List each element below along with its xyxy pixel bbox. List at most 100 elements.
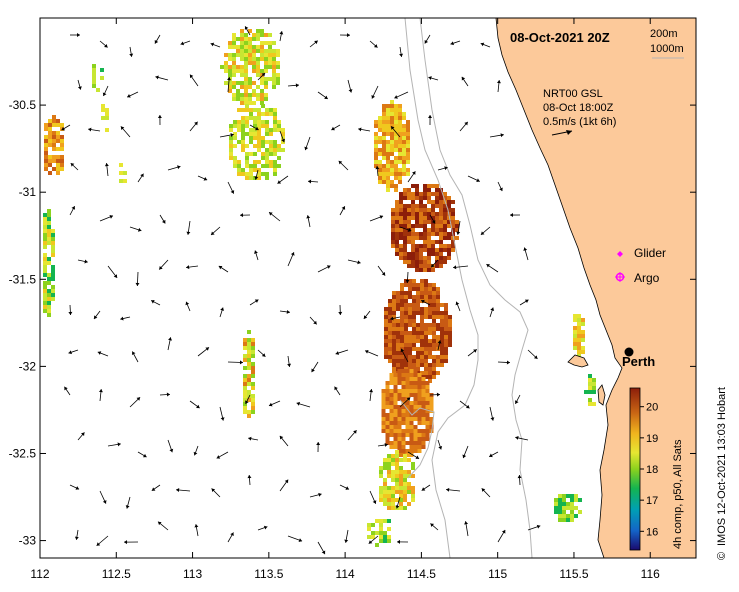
current-vector-arrow	[239, 213, 251, 218]
current-vector-arrow	[218, 265, 229, 273]
current-vector-arrow	[104, 163, 109, 177]
current-vector-arrow	[287, 355, 292, 367]
current-vector-arrow	[368, 535, 379, 544]
sst-patch	[44, 115, 64, 175]
current-vector-arrow	[316, 441, 321, 453]
current-source-label: NRT00 GSL	[543, 88, 603, 100]
current-vector-arrow	[180, 40, 191, 46]
current-vector-arrow	[497, 181, 503, 192]
current-vector-arrow	[363, 310, 371, 320]
current-vector-arrow	[405, 271, 410, 284]
current-vector-arrow	[107, 265, 118, 279]
garden-island	[597, 384, 606, 406]
y-tick-label: -32.5	[9, 446, 37, 460]
current-vector-arrow	[339, 33, 351, 38]
current-vector-arrow	[335, 349, 349, 355]
current-vector-arrow	[489, 406, 495, 421]
current-vector-arrow	[197, 347, 210, 357]
colorbar-tick-label: 20	[646, 402, 658, 414]
current-scale-label: 0.5m/s (1kt 6h)	[543, 116, 616, 128]
sst-patch	[119, 163, 127, 183]
credit-text: IMOS 12-Oct-2021 13:03 Hobart	[716, 387, 728, 546]
current-vector-arrow	[157, 521, 169, 531]
current-vector-arrow	[421, 484, 431, 491]
current-vector-arrow	[307, 179, 319, 184]
current-vector-arrow	[456, 220, 461, 235]
current-vector-arrow	[102, 85, 109, 97]
current-vector-arrow	[515, 435, 529, 441]
current-vector-arrow	[64, 386, 71, 396]
current-vector-arrow	[93, 310, 101, 320]
x-tick-label: 116	[641, 567, 660, 581]
current-vector-arrow	[371, 85, 379, 99]
sst-patch	[101, 104, 109, 132]
current-vector-arrow	[480, 42, 491, 48]
current-vector-arrow	[189, 121, 198, 132]
current-vector-arrow	[459, 121, 469, 132]
current-vector-arrow	[279, 130, 285, 143]
current-vector-arrow	[219, 406, 225, 421]
current-vector-arrow	[455, 301, 461, 312]
sst-patch	[92, 64, 104, 92]
sst-patch	[584, 374, 596, 406]
contour-label-200m: 200m	[650, 28, 678, 40]
sst-patch	[381, 369, 434, 457]
x-tick-label: 112	[30, 567, 49, 581]
current-vector-arrow	[279, 479, 289, 492]
current-vector-arrow	[70, 162, 79, 171]
sst-patch	[243, 330, 255, 418]
current-vector-arrow	[446, 487, 461, 492]
colorbar-tick-label: 19	[646, 433, 658, 445]
current-vector-arrow	[420, 299, 431, 306]
current-vector-arrow	[369, 490, 377, 504]
current-vector-arrow	[306, 215, 311, 228]
contour-2000m	[399, 399, 435, 479]
current-vector-arrow	[464, 521, 469, 537]
colorbar-title: 4h comp, p50, All Sats	[672, 439, 684, 549]
current-vector-arrow	[338, 304, 343, 316]
current-vector-arrow	[399, 397, 411, 408]
current-vector-arrow	[150, 300, 161, 306]
current-vector-arrow	[489, 307, 495, 318]
sst-patch	[554, 494, 582, 522]
current-vector-arrow	[339, 206, 346, 216]
current-vector-arrow	[120, 316, 131, 321]
current-vector-arrow	[364, 349, 379, 357]
current-vector-arrow	[296, 401, 311, 408]
x-tick-label: 114	[336, 567, 355, 581]
current-vector-arrow	[358, 127, 371, 132]
current-vector-arrow	[193, 445, 199, 456]
current-vector-arrow	[167, 165, 181, 171]
current-vector-arrow	[125, 496, 131, 509]
current-vector-arrow	[437, 439, 443, 450]
land	[495, 18, 696, 558]
current-vector-arrow	[197, 175, 208, 181]
current-vector-arrow	[287, 535, 303, 542]
current-vector-arrow	[429, 214, 436, 224]
current-vector-arrow	[304, 136, 311, 151]
current-vector-arrow	[496, 80, 501, 93]
current-vector-arrow	[120, 126, 131, 138]
current-vector-arrow	[309, 316, 318, 325]
contour-200m	[419, 18, 533, 558]
x-tick-label: 115	[488, 567, 507, 581]
current-vector-arrow	[189, 400, 200, 409]
sst-patch	[43, 209, 55, 317]
current-vector-arrow	[227, 181, 235, 194]
current-vector-arrow	[450, 40, 461, 46]
current-vector-arrow	[129, 226, 142, 232]
current-vector-arrow	[227, 360, 244, 365]
current-vector-arrow	[424, 34, 431, 44]
current-vector-arrow	[176, 487, 191, 492]
current-vector-arrow	[245, 394, 251, 405]
current-vector-arrow	[97, 351, 109, 357]
x-tick-label: 113	[183, 567, 202, 581]
credit-symbol: ©	[716, 552, 728, 560]
current-vector-arrow	[407, 171, 416, 183]
current-vector-arrow	[277, 175, 289, 184]
current-vector-arrow	[317, 91, 329, 100]
current-vector-arrow	[68, 349, 79, 355]
current-vector-arrow	[395, 496, 401, 509]
current-vector-arrow	[462, 445, 469, 459]
